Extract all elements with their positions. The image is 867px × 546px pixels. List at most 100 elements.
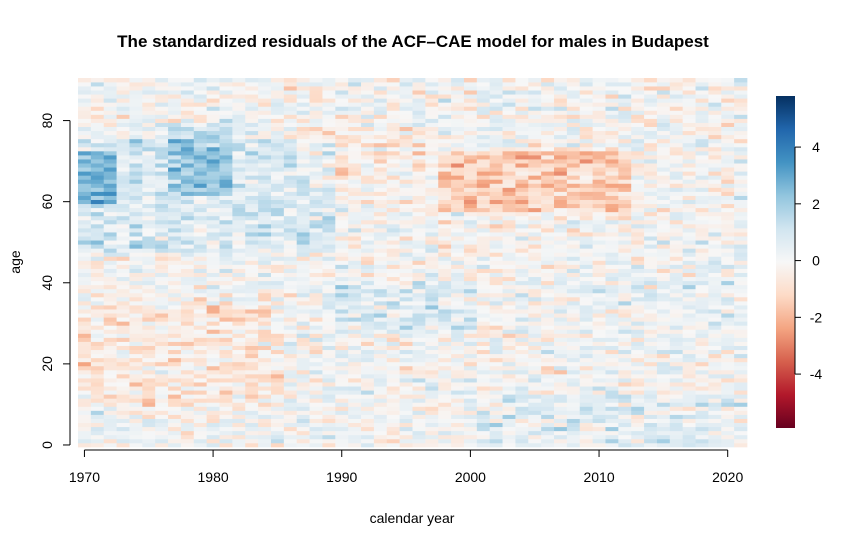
heatmap-cell — [245, 199, 259, 205]
heatmap-cell — [605, 90, 619, 95]
heatmap-cell — [528, 203, 542, 209]
heatmap-cell — [296, 329, 310, 334]
heatmap-cell — [463, 228, 478, 233]
heatmap-cell — [245, 187, 259, 192]
heatmap-cell — [270, 114, 285, 119]
heatmap-cell — [541, 215, 555, 221]
heatmap-cell — [463, 130, 478, 136]
heatmap-cell — [463, 349, 478, 355]
heatmap-cell — [515, 418, 529, 424]
heatmap-cell — [206, 122, 220, 127]
heatmap-cell — [309, 159, 323, 164]
heatmap-cell — [438, 126, 452, 132]
heatmap-cell — [644, 398, 658, 403]
heatmap-cell — [566, 114, 581, 119]
heatmap-cell — [309, 207, 323, 213]
heatmap-cell — [515, 126, 529, 132]
heatmap-cell — [309, 187, 323, 192]
heatmap-cell — [566, 78, 581, 83]
heatmap-cell — [579, 317, 593, 322]
heatmap-cell — [386, 159, 400, 164]
heatmap-cell — [296, 138, 310, 144]
heatmap-cell — [270, 207, 285, 213]
heatmap-cell — [361, 280, 375, 286]
heatmap-cell — [605, 406, 619, 411]
heatmap-cell — [631, 86, 645, 91]
heatmap-cell — [168, 329, 182, 334]
heatmap-cell — [373, 252, 388, 257]
heatmap-cell — [463, 378, 478, 383]
heatmap-cell — [245, 207, 259, 213]
heatmap-cell — [373, 369, 388, 375]
heatmap-cell — [476, 106, 491, 111]
heatmap-cell — [90, 345, 105, 351]
heatmap-cell — [116, 406, 130, 411]
heatmap-cell — [618, 288, 632, 294]
heatmap-cell — [270, 438, 285, 444]
heatmap-cell — [554, 150, 568, 156]
heatmap-cell — [734, 126, 748, 132]
heatmap-cell — [451, 337, 465, 342]
heatmap-cell — [309, 280, 323, 286]
heatmap-cell — [412, 410, 426, 415]
heatmap-cell — [592, 410, 606, 415]
heatmap-cell — [129, 138, 143, 144]
heatmap-cell — [180, 410, 195, 415]
heatmap-cell — [361, 292, 375, 298]
heatmap-cell — [78, 284, 92, 290]
heatmap-cell — [258, 183, 272, 188]
heatmap-cell — [618, 159, 632, 164]
heatmap-cell — [373, 374, 388, 379]
heatmap-cell — [283, 203, 298, 209]
heatmap-cell — [78, 236, 92, 241]
heatmap-cell — [90, 369, 105, 375]
heatmap-cell — [129, 248, 143, 253]
heatmap-cell — [425, 333, 439, 338]
heatmap-cell — [270, 223, 285, 229]
heatmap-cell — [232, 406, 246, 411]
heatmap-cell — [438, 223, 452, 229]
heatmap-cell — [476, 361, 491, 367]
heatmap-cell — [515, 211, 529, 217]
heatmap-cell — [412, 418, 426, 424]
heatmap-cell — [605, 365, 619, 371]
heatmap-cell — [656, 102, 671, 107]
heatmap-cell — [258, 260, 272, 265]
heatmap-cell — [361, 114, 375, 119]
heatmap-cell — [721, 357, 735, 363]
heatmap-cell — [618, 130, 632, 136]
heatmap-cell — [618, 386, 632, 391]
heatmap-cell — [219, 337, 233, 342]
heatmap-cell — [695, 82, 709, 87]
heatmap-cell — [451, 106, 465, 111]
heatmap-cell — [386, 418, 400, 424]
heatmap-cell — [502, 106, 516, 111]
heatmap-cell — [592, 86, 606, 91]
heatmap-cell — [361, 187, 375, 192]
heatmap-cell — [463, 398, 478, 403]
heatmap-cell — [399, 122, 413, 127]
heatmap-cell — [116, 382, 130, 387]
heatmap-cell — [708, 272, 722, 278]
heatmap-cell — [592, 288, 606, 294]
heatmap-cell — [669, 106, 684, 111]
heatmap-cell — [219, 146, 233, 152]
heatmap-cell — [541, 163, 555, 168]
heatmap-cell — [103, 228, 117, 233]
heatmap-cell — [721, 365, 735, 371]
heatmap-cell — [721, 223, 735, 229]
heatmap-cell — [373, 382, 388, 387]
heatmap-cell — [721, 134, 735, 140]
heatmap-cell — [438, 329, 452, 334]
heatmap-cell — [669, 276, 684, 282]
heatmap-cell — [270, 228, 285, 233]
heatmap-cell — [90, 292, 105, 298]
heatmap-cell — [656, 90, 671, 95]
heatmap-cell — [78, 394, 92, 399]
heatmap-cell — [232, 434, 246, 440]
heatmap-cell — [554, 288, 568, 294]
heatmap-cell — [412, 110, 426, 115]
heatmap-cell — [554, 353, 568, 359]
heatmap-cell — [644, 98, 658, 103]
heatmap-cell — [502, 357, 516, 363]
